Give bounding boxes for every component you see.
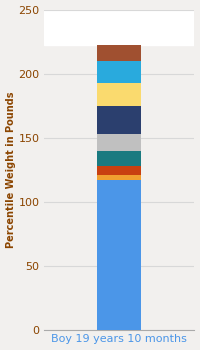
Bar — [97, 134, 141, 150]
Bar — [97, 150, 141, 166]
Bar — [44, 9, 194, 46]
Bar — [97, 180, 141, 330]
Bar — [97, 46, 141, 61]
Bar — [97, 166, 141, 175]
Bar — [97, 83, 141, 106]
Bar — [97, 106, 141, 134]
Bar — [97, 175, 141, 180]
Y-axis label: Percentile Weight in Pounds: Percentile Weight in Pounds — [6, 92, 16, 248]
Bar — [97, 61, 141, 83]
